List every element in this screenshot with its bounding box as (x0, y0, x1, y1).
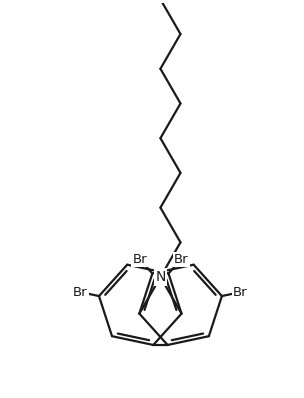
Text: Br: Br (233, 286, 248, 298)
Text: Br: Br (132, 253, 147, 266)
Text: N: N (155, 270, 166, 284)
Text: Br: Br (73, 286, 88, 298)
Text: Br: Br (174, 253, 188, 266)
